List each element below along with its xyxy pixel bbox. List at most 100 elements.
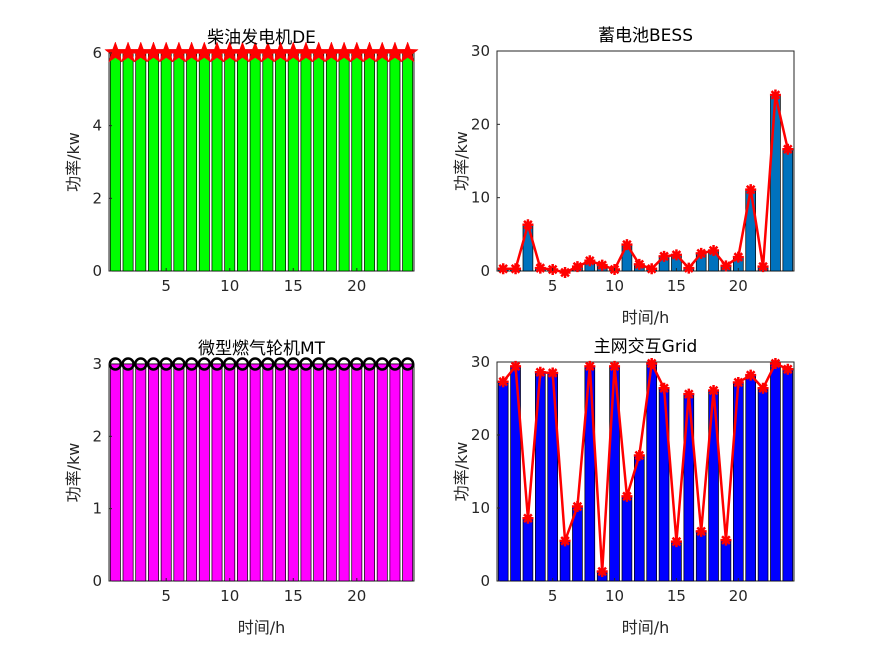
data-point: [571, 501, 583, 513]
bar: [198, 52, 210, 272]
data-point: [311, 357, 326, 371]
bar: [275, 363, 287, 582]
data-point: [146, 357, 161, 371]
bar: [122, 363, 134, 582]
x-axis-label: 时间/h: [622, 618, 670, 637]
bar: [782, 148, 794, 272]
data-point: [683, 262, 695, 274]
data-point: [522, 219, 534, 231]
data-point: [708, 384, 720, 396]
y-tick-label: 4: [92, 117, 102, 135]
bar: [211, 52, 223, 272]
x-tick-label: 10: [220, 587, 239, 605]
y-tick-label: 0: [92, 572, 102, 590]
bar: [262, 52, 274, 272]
data-point: [510, 263, 522, 275]
data-point: [757, 382, 769, 394]
chart-title: 微型燃气轮机MT: [198, 339, 326, 359]
data-point: [720, 260, 732, 272]
bar: [173, 52, 185, 272]
data-point: [400, 357, 415, 371]
y-tick-label: 2: [92, 189, 102, 207]
data-point: [337, 357, 351, 371]
data-point: [596, 259, 608, 271]
x-tick-label: 10: [605, 587, 624, 605]
data-point: [299, 357, 313, 371]
bar-series: [109, 52, 414, 272]
data-point: [210, 357, 224, 371]
y-axis-label: 功率/kw: [452, 131, 471, 191]
data-point: [633, 258, 645, 270]
data-point: [534, 262, 546, 274]
data-point: [134, 357, 148, 371]
x-tick-label: 5: [161, 277, 171, 295]
bar: [634, 455, 645, 582]
x-tick-label: 5: [548, 587, 558, 605]
x-tick-label: 20: [729, 587, 748, 605]
bar: [135, 363, 147, 582]
chart-panel-micro-turbine: 功率/kw 时间/h 5 10 15 20 0 1 2 3 微型燃气轮机MT: [64, 339, 415, 637]
data-point: [757, 261, 769, 273]
x-tick-label: 15: [284, 587, 303, 605]
data-point: [695, 247, 707, 259]
data-point: [324, 357, 339, 371]
x-tick-label: 5: [548, 277, 558, 295]
bar: [338, 363, 350, 582]
data-point: [235, 357, 250, 371]
data-point: [350, 357, 364, 371]
bar: [325, 363, 337, 582]
data-point: [510, 360, 522, 372]
data-point: [646, 263, 658, 275]
bar: [745, 374, 756, 582]
bar: [109, 363, 121, 582]
x-tick-label: 10: [605, 277, 624, 295]
data-point: [172, 357, 186, 371]
bar: [376, 363, 388, 582]
data-point: [286, 357, 301, 371]
y-tick-label: 3: [92, 355, 102, 373]
x-tick-label: 15: [667, 277, 686, 295]
bar: [389, 52, 401, 272]
data-point: [547, 367, 559, 379]
bar: [770, 94, 781, 272]
data-point: [375, 357, 389, 371]
data-point: [273, 357, 288, 371]
data-point: [584, 360, 596, 372]
bar: [160, 52, 172, 272]
x-tick-label: 10: [220, 277, 239, 295]
data-point: [646, 357, 658, 369]
x-tick-label: 5: [161, 587, 171, 605]
bar: [186, 363, 198, 582]
y-tick-label: 30: [471, 353, 490, 371]
bar: [224, 52, 236, 272]
bar: [211, 363, 223, 582]
data-point: [708, 244, 720, 256]
bar: [148, 363, 159, 582]
bar: [287, 52, 299, 272]
chart-panel-grid-exchange: 功率/kw 时间/h 5 10 15 20 0 10 20 30 主网交互Grid: [452, 337, 795, 637]
bar: [198, 363, 210, 582]
bar: [249, 52, 261, 272]
bar: [351, 363, 363, 582]
bar: [497, 381, 509, 582]
bar: [389, 363, 401, 582]
data-point: [621, 239, 633, 251]
bar: [522, 517, 534, 582]
data-point: [720, 534, 732, 546]
bar: [402, 52, 414, 272]
data-point: [497, 376, 509, 388]
bar: [364, 52, 375, 272]
data-point: [670, 536, 682, 548]
bar: [186, 52, 198, 272]
bar: [522, 224, 534, 272]
bar: [559, 540, 571, 582]
y-axis-label: 功率/kw: [64, 443, 83, 503]
data-point: [559, 535, 571, 547]
bar: [376, 52, 388, 272]
y-tick-label: 20: [471, 426, 490, 444]
bar: [325, 52, 337, 272]
data-point: [121, 357, 135, 371]
bar: [237, 363, 248, 582]
y-tick-label: 10: [471, 189, 490, 207]
